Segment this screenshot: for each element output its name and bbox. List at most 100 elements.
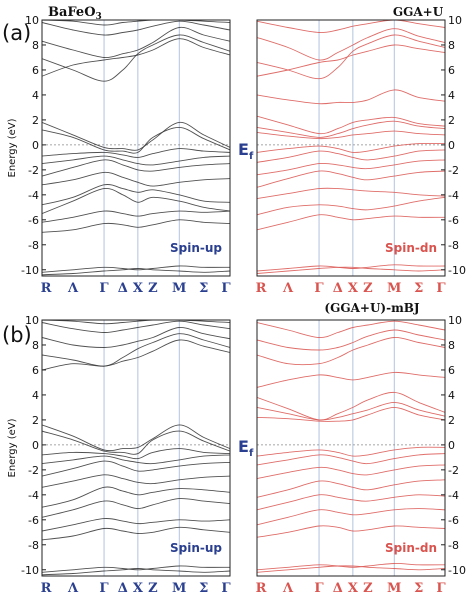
band-line — [42, 474, 230, 488]
k-point-label: Σ — [414, 581, 423, 594]
k-point-label: M — [172, 281, 186, 296]
y-tick-label: -8 — [448, 239, 459, 252]
y-tick-label: 10 — [25, 14, 39, 27]
band-line — [257, 20, 445, 33]
y-tick-label: -6 — [448, 514, 459, 527]
k-point-label: Z — [148, 281, 158, 296]
y-tick-label: 6 — [32, 364, 39, 377]
band-line — [257, 142, 445, 153]
y-tick-label: -4 — [28, 489, 39, 502]
band-line — [257, 187, 445, 200]
band-line — [42, 430, 230, 455]
y-tick-label: 4 — [448, 89, 455, 102]
y-tick-label: 6 — [448, 64, 455, 77]
band-line — [42, 498, 230, 518]
y-tick-label: -8 — [28, 539, 39, 552]
band-line — [42, 268, 230, 276]
y-tick-label: -10 — [448, 264, 466, 277]
spin-channel-label: Spin-up — [170, 541, 222, 555]
plot-frame — [41, 19, 231, 277]
band-line — [257, 28, 445, 61]
band-line — [42, 155, 230, 166]
method-title-a: GGA+U — [393, 5, 444, 19]
band-line — [42, 454, 230, 465]
k-point-label: X — [348, 281, 359, 296]
y-tick-label: -6 — [448, 214, 459, 227]
band-line — [42, 126, 230, 154]
y-tick-label: -6 — [28, 514, 39, 527]
band-line — [42, 20, 230, 26]
bands — [42, 320, 230, 576]
material-title: BaFeO3 — [48, 5, 102, 22]
y-tick-label: 6 — [448, 364, 455, 377]
spin-channel-label: Spin-up — [170, 241, 222, 255]
band-line — [42, 188, 230, 215]
material-subscript: 3 — [96, 12, 102, 22]
y-tick-label: 6 — [32, 64, 39, 77]
k-point-label: Λ — [67, 581, 79, 594]
band-line — [42, 210, 230, 223]
band-line — [257, 44, 445, 77]
y-tick-label: 2 — [32, 114, 39, 127]
k-point-label: Γ — [221, 281, 231, 296]
y-tick-label: -4 — [28, 189, 39, 202]
y-tick-label: -2 — [28, 464, 39, 477]
band-line — [257, 479, 445, 498]
y-tick-label: 4 — [32, 389, 39, 402]
k-point-label: R — [256, 281, 267, 296]
band-line — [257, 320, 445, 338]
k-point-label: M — [387, 281, 401, 296]
k-point-label: Γ — [221, 581, 231, 594]
y-tick-label: 0 — [448, 439, 455, 452]
band-line — [257, 264, 445, 272]
band-line — [42, 526, 230, 541]
bands — [257, 320, 445, 573]
k-point-label: Δ — [118, 281, 128, 296]
band-line — [257, 214, 445, 231]
y-tick-label: 10 — [448, 314, 462, 327]
y-tick-label: 0 — [32, 439, 39, 452]
k-point-label: Σ — [199, 581, 208, 594]
band-line — [257, 494, 445, 511]
y-axis-label: Energy (eV) — [7, 118, 18, 177]
y-tick-label: 2 — [448, 414, 455, 427]
k-point-label: Z — [363, 581, 373, 594]
band-line — [257, 89, 445, 105]
y-tick-label: -8 — [28, 239, 39, 252]
k-point-label: Γ — [436, 581, 446, 594]
y-tick-label: 2 — [448, 114, 455, 127]
k-point-label: Γ — [314, 581, 324, 594]
y-tick-label: -2 — [28, 164, 39, 177]
plot-frame — [41, 319, 231, 577]
band-line — [42, 320, 230, 325]
band-line — [42, 486, 230, 508]
y-tick-label: -10 — [21, 264, 39, 277]
k-point-label: Δ — [118, 581, 128, 594]
k-point-label: Z — [363, 281, 373, 296]
band-line — [257, 170, 445, 188]
y-tick-label: -8 — [448, 539, 459, 552]
band-line — [42, 171, 230, 187]
band-line — [42, 339, 230, 371]
k-point-label: X — [133, 281, 144, 296]
y-tick-label: -2 — [448, 164, 459, 177]
band-line — [257, 120, 445, 138]
k-point-label: Γ — [99, 281, 109, 296]
k-point-label: Λ — [282, 581, 294, 594]
y-tick-label: 8 — [448, 339, 455, 352]
band-line — [42, 333, 230, 367]
band-line — [42, 148, 230, 158]
band-line — [42, 424, 230, 452]
band-line — [42, 565, 230, 573]
band-line — [42, 518, 230, 532]
plot-frame — [256, 319, 446, 577]
y-tick-label: -2 — [448, 464, 459, 477]
y-tick-label: 4 — [448, 389, 455, 402]
band-line — [42, 460, 230, 477]
band-line — [42, 448, 230, 460]
y-tick-label: 8 — [448, 39, 455, 52]
band-line — [257, 401, 445, 421]
